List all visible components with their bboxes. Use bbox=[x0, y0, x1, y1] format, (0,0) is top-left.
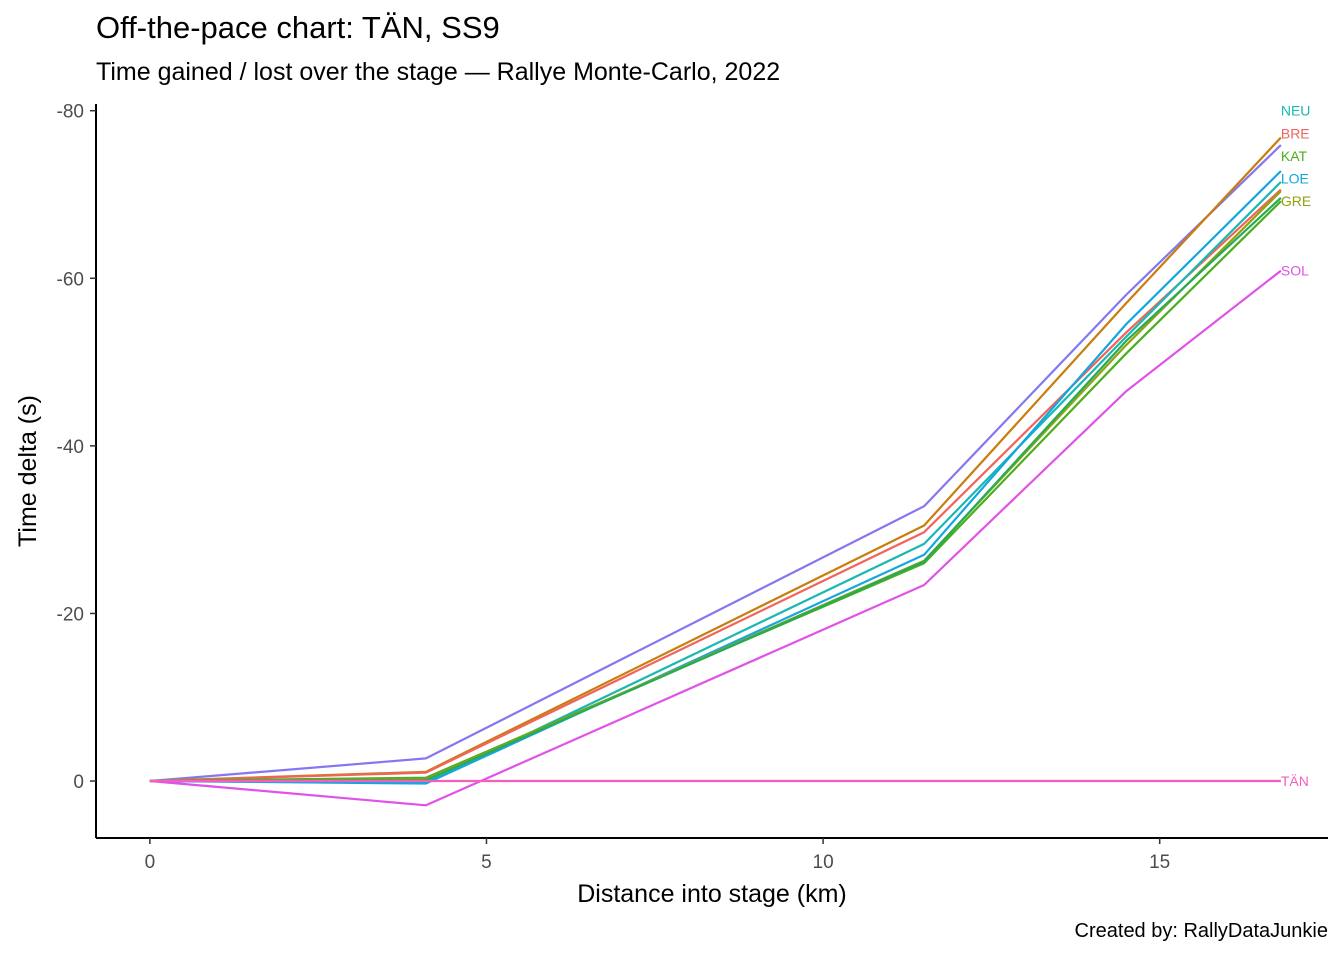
series-end-labels: BRE NEU LOE KAT GRE SOL TÄN bbox=[1281, 103, 1311, 789]
x-axis-ticks: 0 5 10 15 bbox=[145, 838, 1170, 873]
x-tick-label: 10 bbox=[813, 852, 834, 873]
series-label-gre: GRE bbox=[1281, 193, 1311, 209]
series-label-tän: TÄN bbox=[1281, 773, 1309, 789]
series-line-kat bbox=[149, 200, 1282, 783]
series-line-neu bbox=[149, 181, 1282, 784]
x-axis-title: Distance into stage (km) bbox=[577, 880, 847, 908]
x-tick-label: 15 bbox=[1149, 852, 1170, 873]
chart-subtitle: Time gained / lost over the stage — Rall… bbox=[96, 58, 781, 86]
series-label-sol: SOL bbox=[1281, 263, 1309, 279]
series-line-gre bbox=[149, 190, 1282, 783]
y-axis-title: Time delta (s) bbox=[14, 395, 42, 547]
x-tick-label: 5 bbox=[481, 852, 492, 873]
y-tick-label: -60 bbox=[57, 269, 84, 290]
series-line-sol bbox=[149, 269, 1282, 807]
x-tick-label: 0 bbox=[145, 852, 156, 873]
series-label-kat: KAT bbox=[1281, 148, 1308, 164]
series-line-1 bbox=[149, 136, 1282, 783]
y-axis-ticks: -80 -60 -40 -20 0 bbox=[57, 102, 96, 793]
series-line-0 bbox=[149, 144, 1282, 783]
series-label-bre: BRE bbox=[1281, 125, 1310, 141]
y-tick-label: -40 bbox=[57, 437, 84, 458]
chart-caption: Created by: RallyDataJunkie bbox=[1074, 920, 1328, 942]
series-label-neu: NEU bbox=[1281, 103, 1311, 119]
series-line-bre bbox=[149, 188, 1282, 783]
y-tick-label: -20 bbox=[57, 604, 84, 625]
y-tick-label: -80 bbox=[57, 102, 84, 123]
y-tick-label: 0 bbox=[73, 772, 84, 793]
series-line-loe bbox=[149, 170, 1282, 785]
series-lines bbox=[149, 136, 1282, 807]
chart-title: Off-the-pace chart: TÄN, SS9 bbox=[96, 10, 500, 45]
series-label-loe: LOE bbox=[1281, 171, 1309, 187]
series-line-7 bbox=[149, 196, 1282, 783]
